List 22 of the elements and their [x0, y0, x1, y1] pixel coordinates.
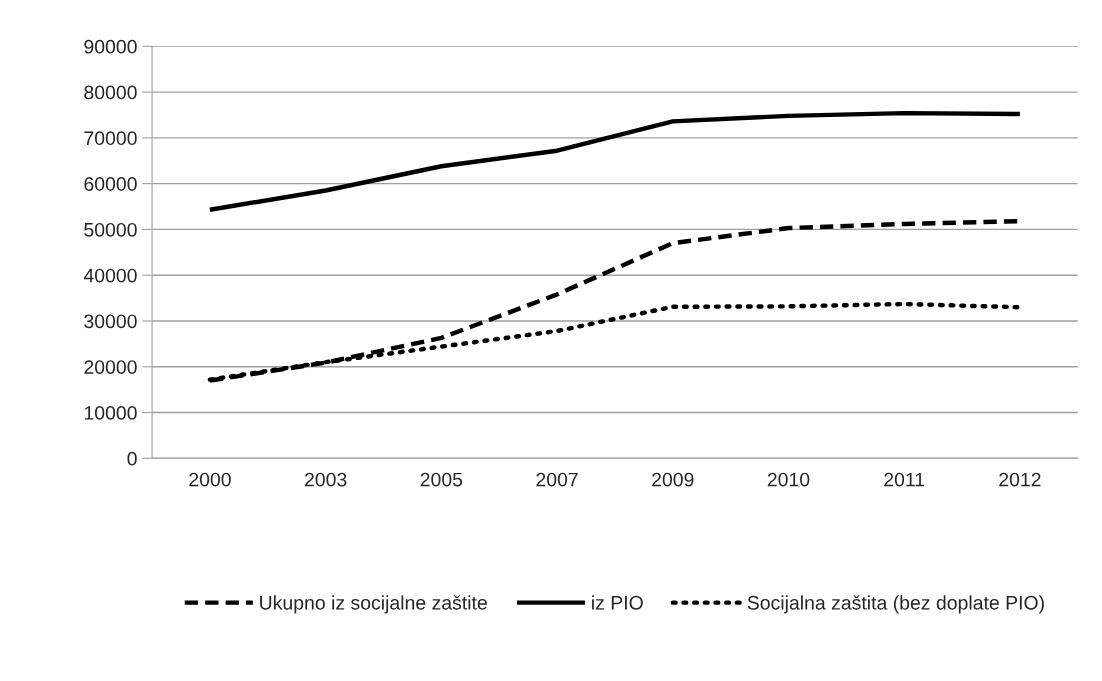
y-tick-label: 30000 — [84, 314, 137, 329]
y-tick-label: 90000 — [84, 39, 137, 54]
y-tick-label: 50000 — [84, 222, 137, 237]
x-tick-label: 2007 — [536, 472, 578, 487]
legend-label: Socijalna zaštita (bez doplate PIO) — [747, 595, 1044, 614]
x-tick-label: 2011 — [884, 472, 925, 487]
x-tick-label: 2010 — [767, 472, 810, 487]
x-tick-label: 2009 — [652, 472, 694, 487]
y-tick-label: 80000 — [84, 85, 137, 100]
legend-label: iz PIO — [592, 595, 643, 610]
line-series — [207, 110, 1023, 212]
x-tick-label: 2003 — [304, 472, 347, 487]
x-tick-label: 2005 — [420, 472, 463, 487]
legend-label: Ukupno iz socijalne zaštite — [260, 595, 487, 614]
y-tick-label: 70000 — [84, 131, 137, 146]
y-tick-label: 40000 — [83, 268, 137, 283]
x-tick-label: 2012 — [999, 472, 1041, 487]
y-tick-label: 10000 — [84, 406, 137, 420]
x-tick-label: 2000 — [189, 472, 231, 487]
y-tick-label: 20000 — [84, 360, 137, 374]
y-tick-label: 60000 — [84, 177, 137, 191]
y-tick-label: 0 — [127, 451, 137, 466]
